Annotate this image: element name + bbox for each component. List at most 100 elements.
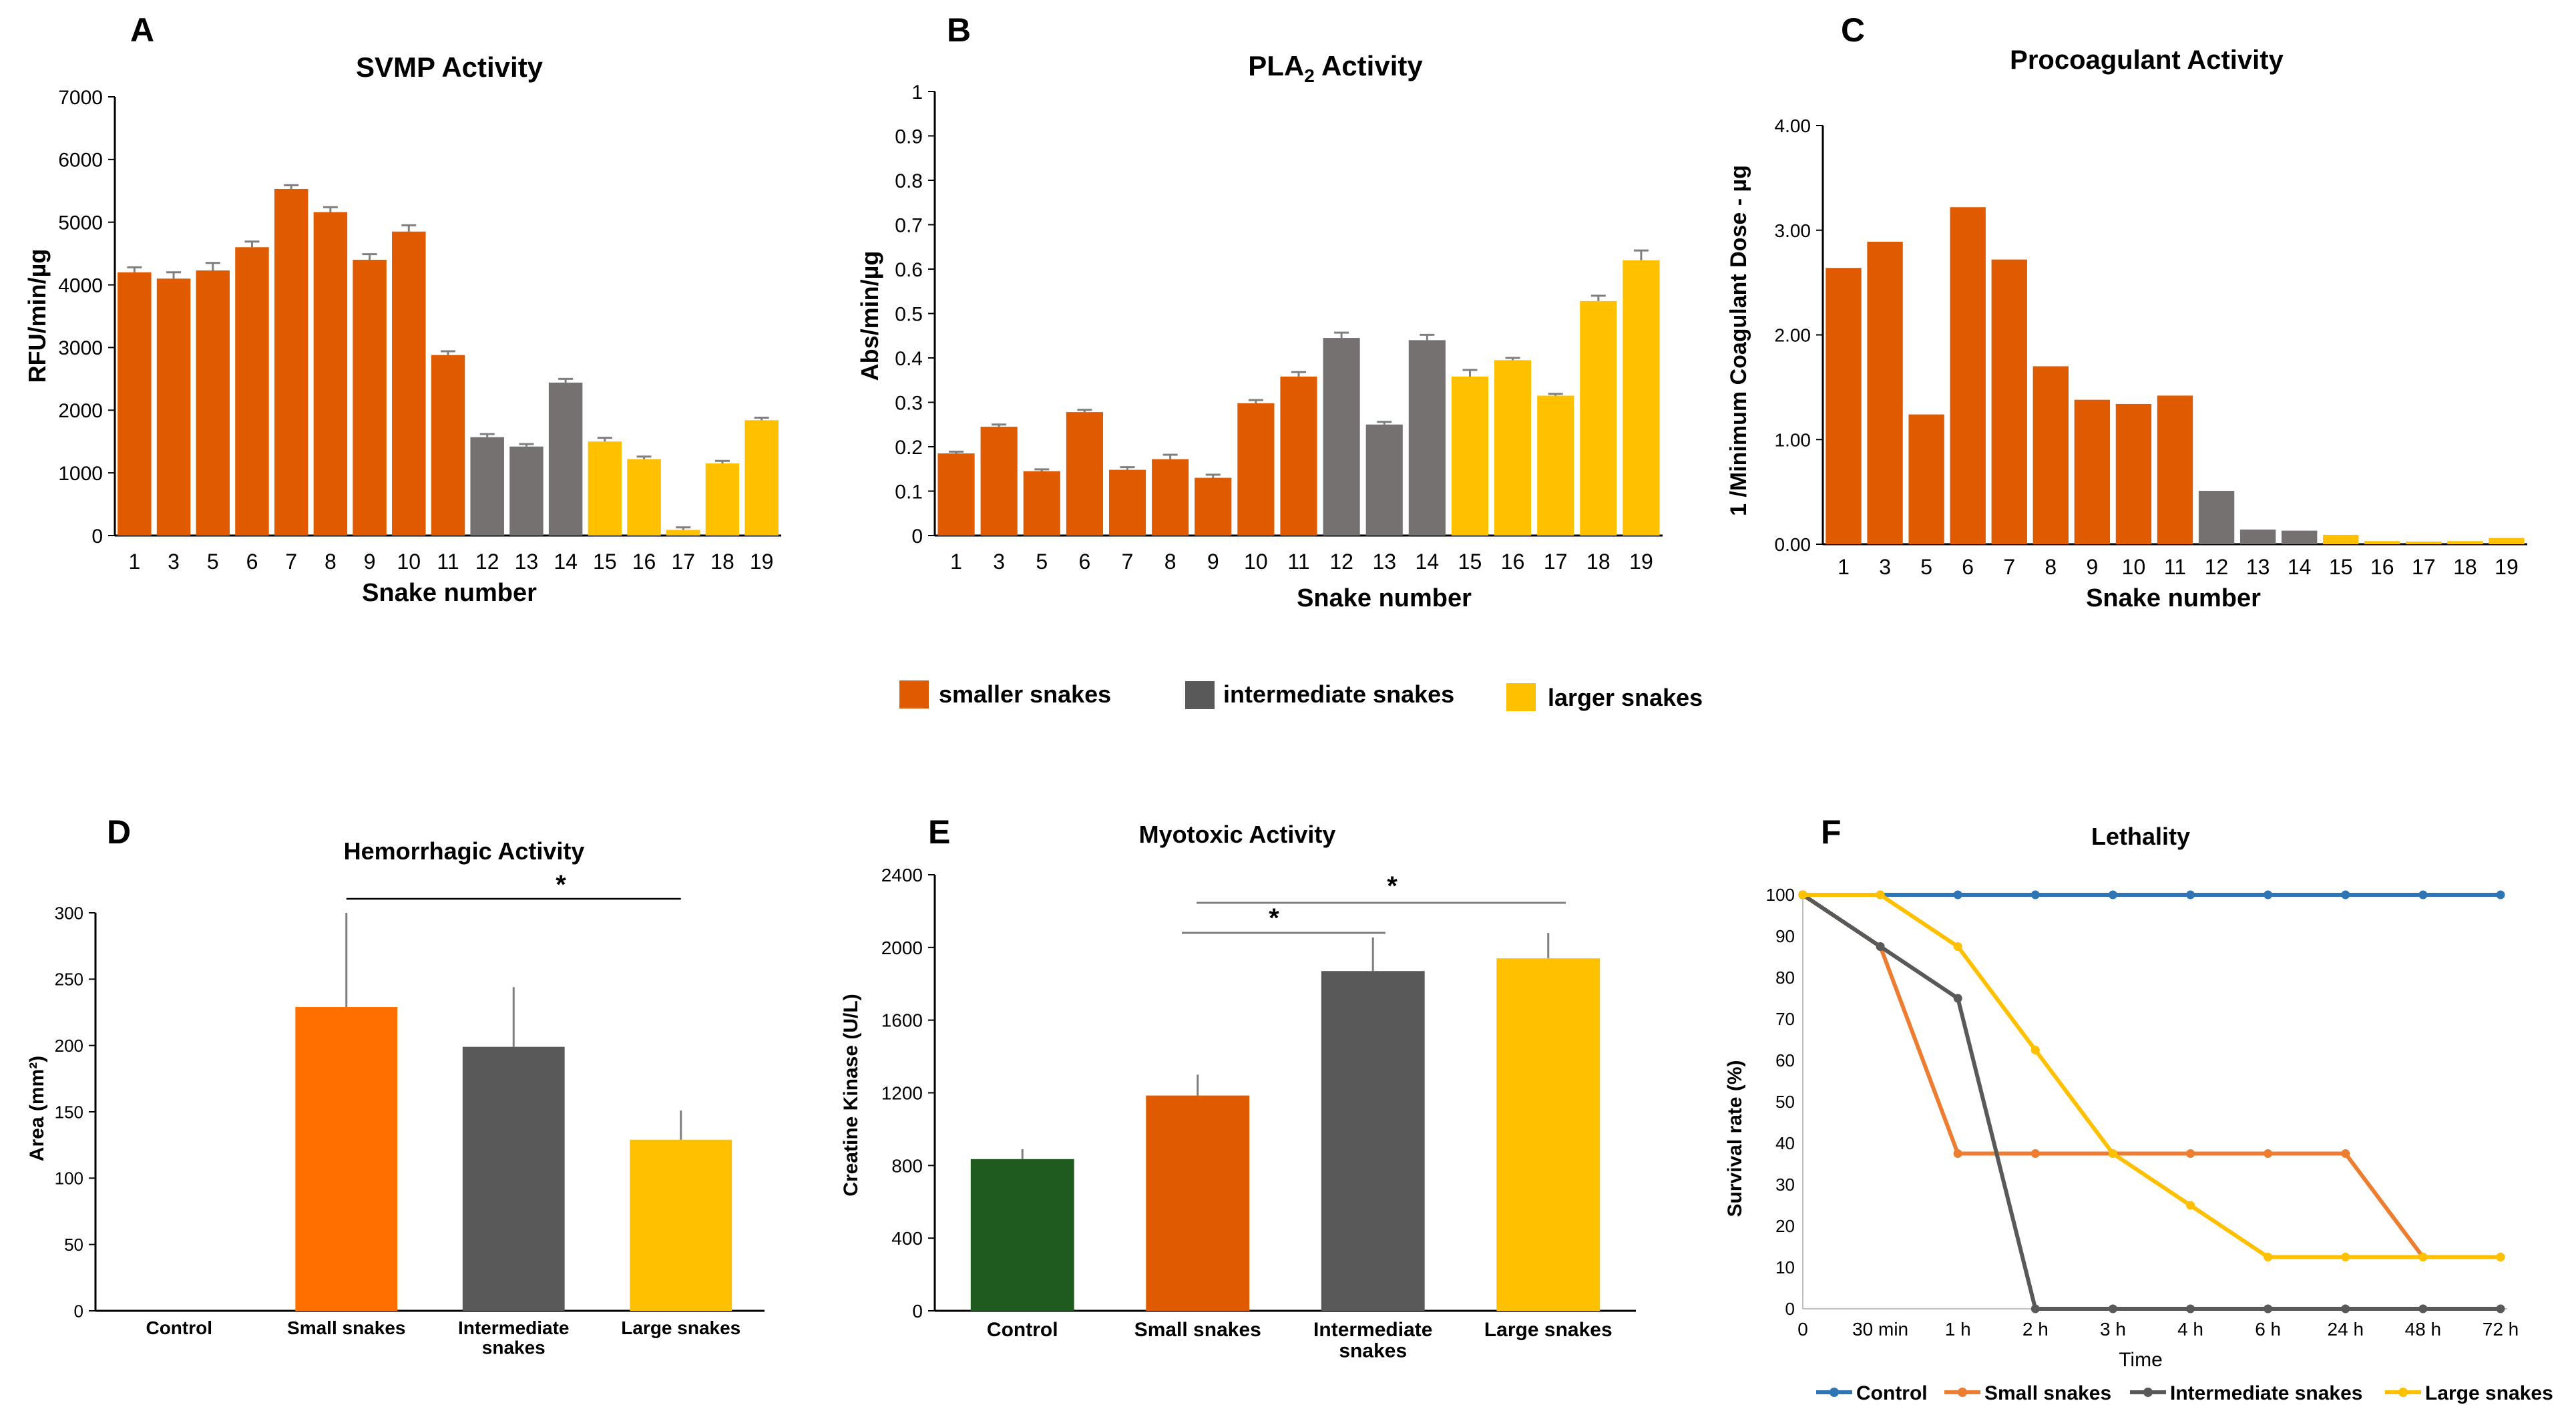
- x-axis-title-c: Snake number: [2086, 584, 2261, 612]
- significance-star: *: [1387, 871, 1398, 901]
- chart-title-f: Lethality: [2091, 823, 2190, 850]
- bar: [1323, 338, 1360, 536]
- bar: [627, 459, 661, 536]
- legend-swatch-smaller: [899, 680, 929, 708]
- bar: [1408, 340, 1446, 536]
- bar: [2364, 541, 2400, 544]
- lethality-legend: Control Small snakes Intermediate snakes La…: [1816, 1382, 2553, 1404]
- x-tick-label: 11: [1287, 550, 1309, 574]
- y-tick-label: 0.4: [895, 348, 923, 370]
- series-point: [2418, 1304, 2428, 1313]
- y-tick-label: 80: [1775, 968, 1795, 988]
- bar: [937, 453, 975, 536]
- y-tick-label: 60: [1775, 1050, 1795, 1070]
- x-tick-label: Control: [987, 1319, 1058, 1341]
- panel-letter-c: C: [1841, 11, 1865, 49]
- series-point: [2341, 1253, 2350, 1261]
- x-tick-label: 19: [750, 550, 774, 574]
- panel-letter-b: B: [947, 11, 971, 49]
- y-tick-label: 3000: [58, 337, 103, 359]
- x-tick-label: 15: [2329, 555, 2353, 579]
- legend-label-smaller: smaller snakes: [939, 680, 1111, 708]
- series-point: [2341, 1304, 2350, 1313]
- x-axis-title-b: Snake number: [1297, 584, 1472, 612]
- plot-pla2: 00.10.20.30.40.50.60.70.80.911 3 5 6 7 8 9 10 11…: [895, 81, 1663, 574]
- bar: [1108, 469, 1146, 536]
- legend-marker: [1830, 1388, 1839, 1397]
- y-tick-label: 2000: [58, 400, 103, 422]
- bar: [1321, 971, 1425, 1311]
- series-point: [2264, 1304, 2273, 1313]
- bar: [353, 260, 387, 536]
- bar: [1623, 260, 1660, 536]
- y-tick-label: 250: [55, 970, 83, 990]
- x-tick-label: 3: [168, 550, 180, 574]
- x-tick-label: 72 h: [2483, 1319, 2519, 1340]
- x-tick-label: snakes: [482, 1337, 546, 1358]
- y-tick-label: 4000: [58, 274, 103, 296]
- y-tick-label: 7000: [58, 87, 103, 109]
- legend-swatch-larger: [1506, 683, 1536, 711]
- x-tick-label: 10: [1244, 550, 1268, 574]
- bar: [235, 247, 269, 536]
- bar: [1496, 958, 1600, 1311]
- y-tick-label: 1.00: [1775, 429, 1811, 450]
- y-tick-label: 0: [911, 526, 923, 548]
- x-tick-label: Small snakes: [1134, 1319, 1261, 1341]
- y-tick-label: 4.00: [1775, 116, 1811, 136]
- x-tick-label: 10: [2122, 555, 2146, 579]
- x-tick-label: Intermediate: [458, 1317, 570, 1338]
- bar: [1195, 477, 1232, 536]
- x-tick-label: 17: [671, 550, 695, 574]
- y-tick-label: 5000: [58, 212, 103, 234]
- chart-title-a: SVMP Activity: [356, 51, 544, 83]
- series-point: [2186, 1304, 2195, 1313]
- series-point: [2186, 1201, 2195, 1210]
- legend-label: Intermediate snakes: [2170, 1382, 2362, 1404]
- chart-title-b-rest: Activity: [1315, 50, 1423, 81]
- y-tick-label: 50: [1775, 1092, 1795, 1112]
- bar: [1066, 412, 1103, 536]
- y-tick-label: 40: [1775, 1133, 1795, 1153]
- chart-title-c: Procoagulant Activity: [2010, 45, 2284, 75]
- bar: [548, 382, 583, 536]
- x-tick-label: 13: [1372, 550, 1396, 574]
- x-tick-label: 12: [475, 550, 499, 574]
- legend-marker: [1958, 1388, 1967, 1397]
- x-tick-label: 11: [2164, 555, 2186, 579]
- y-tick-label: 100: [1766, 885, 1795, 905]
- x-tick-label: 7: [285, 550, 297, 574]
- series-line: [1801, 893, 2501, 1259]
- y-tick-label: 70: [1775, 1009, 1795, 1029]
- bar: [588, 441, 622, 536]
- y-tick-label: 0.2: [895, 437, 923, 459]
- bar: [1451, 376, 1489, 536]
- series-point: [2418, 1253, 2428, 1261]
- y-tick-label: 0.8: [895, 170, 923, 192]
- bar: [666, 530, 700, 536]
- bar: [1494, 360, 1532, 536]
- chart-title-e: Myotoxic Activity: [1139, 821, 1336, 848]
- bar: [1537, 395, 1574, 536]
- x-tick-label: 5: [1036, 550, 1048, 574]
- x-tick-label: 30 min: [1852, 1319, 1908, 1340]
- bar: [470, 437, 504, 536]
- x-tick-label: 1 h: [1945, 1319, 1971, 1340]
- x-tick-label: 8: [2045, 555, 2057, 579]
- x-tick-label: 5: [1920, 555, 1932, 579]
- x-tick-label: 13: [2246, 555, 2270, 579]
- x-tick-label: 3: [1879, 555, 1891, 579]
- bar: [1280, 376, 1317, 536]
- x-tick-label: 12: [1329, 550, 1353, 574]
- x-tick-label: 6: [1962, 555, 1974, 579]
- series-point: [2264, 1149, 2273, 1158]
- y-tick-label: 1600: [881, 1010, 923, 1031]
- bar: [2157, 395, 2193, 544]
- x-tick-label: 14: [2288, 555, 2312, 579]
- x-tick-label: Large snakes: [621, 1317, 740, 1338]
- x-tick-label: Large snakes: [1484, 1319, 1613, 1341]
- series-point: [1953, 942, 1962, 951]
- bar: [2198, 491, 2235, 544]
- series-point: [2030, 1149, 2040, 1158]
- y-axis-title-c: 1 /Minimum Coagulant Dose - µg: [1726, 165, 1751, 516]
